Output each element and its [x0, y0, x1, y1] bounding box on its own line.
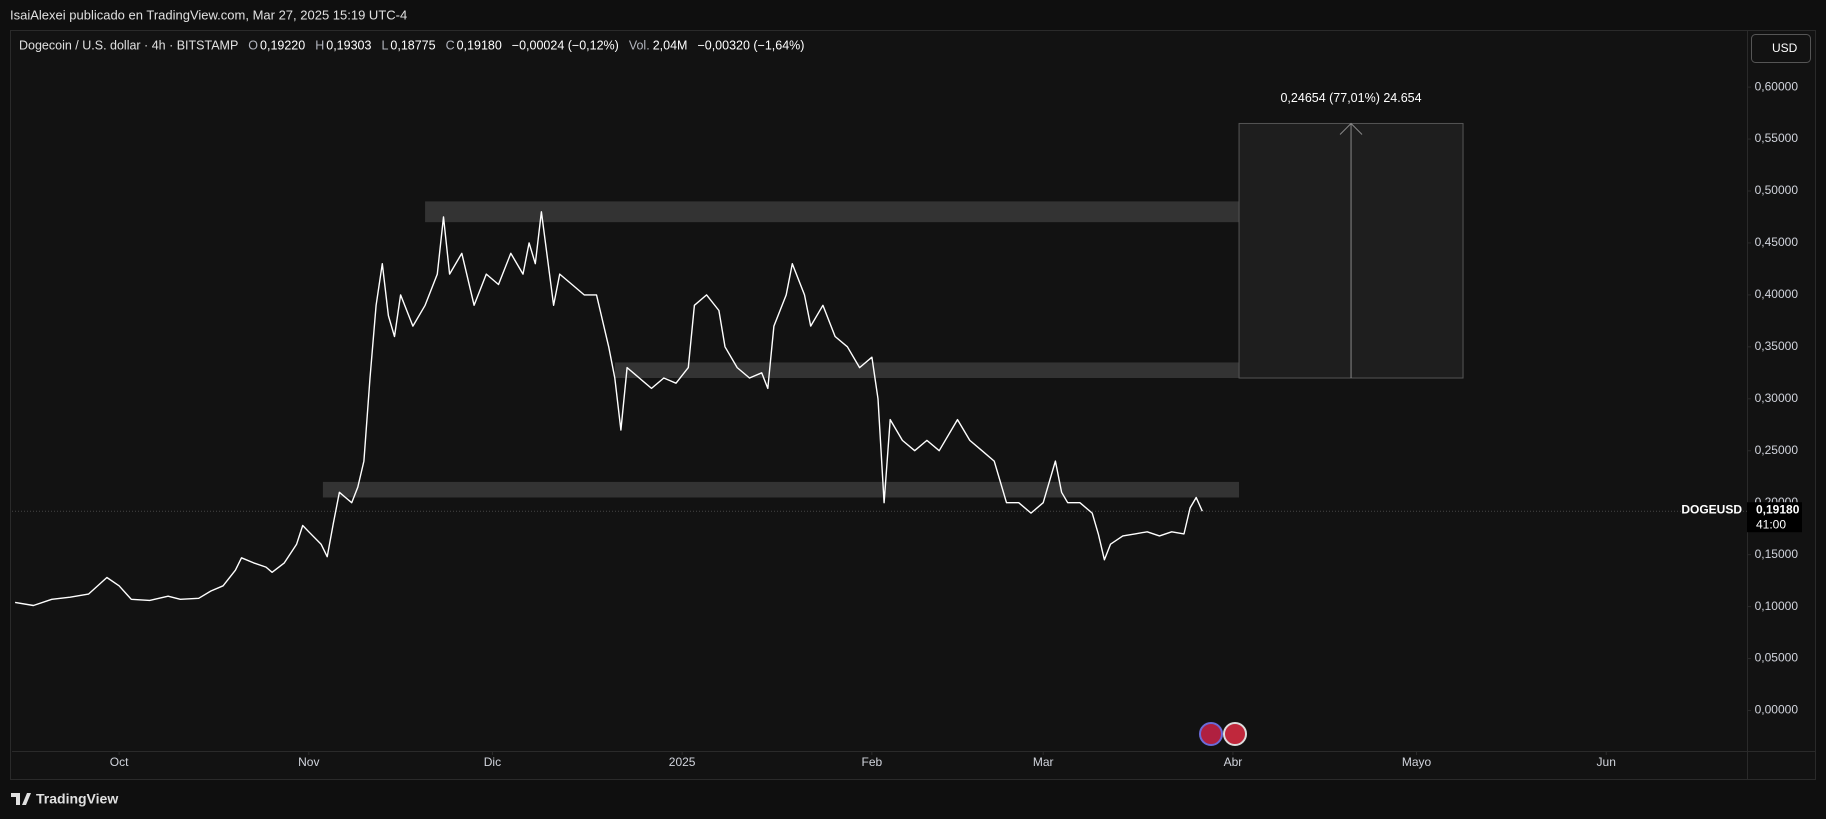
x-tick-label: Jun: [1597, 755, 1616, 769]
y-tick-label: 0,10000: [1755, 599, 1799, 613]
y-tick-label: 0,35000: [1755, 339, 1799, 353]
countdown: 41:00: [1756, 517, 1786, 531]
x-tick-label: 2025: [669, 755, 696, 769]
y-tick-label: 0,60000: [1755, 79, 1799, 93]
x-tick-label: Mar: [1033, 755, 1054, 769]
series-name: DOGEUSD: [1681, 502, 1742, 516]
y-tick-label: 0,25000: [1755, 443, 1799, 457]
zone: [614, 362, 1240, 379]
chart-frame: [10, 30, 1816, 780]
currency: USD: [1772, 41, 1798, 55]
zone: [322, 481, 1240, 498]
legend-text: −0,00024 (−0,12%): [512, 38, 619, 52]
y-tick-label: 0,05000: [1755, 651, 1799, 665]
event-icons: [1199, 722, 1247, 746]
y-tick-label: 0,40000: [1755, 287, 1799, 301]
legend-text: −0,00320 (−1,64%): [697, 38, 804, 52]
y-tick-label: 0,55000: [1755, 131, 1799, 145]
legend-text: Dogecoin / U.S. dollar · 4h · BITSTAMP: [19, 38, 238, 52]
legend-text: 2,04M: [653, 38, 688, 52]
legend: Dogecoin / U.S. dollar · 4h · BITSTAMP O 0…: [19, 38, 804, 52]
legend-text: 0,18775: [390, 38, 435, 52]
y-tick-label: 0,30000: [1755, 391, 1799, 405]
footer-brand: TradingView: [36, 791, 118, 807]
y-tick-label: 0,50000: [1755, 183, 1799, 197]
legend-text: C: [446, 38, 455, 52]
legend-text: 0,19220: [260, 38, 305, 52]
x-tick-label: Oct: [110, 755, 129, 769]
legend-text: H: [315, 38, 324, 52]
legend-text: 0,19303: [326, 38, 371, 52]
header-text: IsaiAlexei publicado en TradingView.com,…: [10, 7, 407, 22]
projection-arrowhead: [1339, 122, 1363, 135]
footer-logo: [11, 793, 31, 805]
last-price-tag: [1747, 502, 1802, 533]
plot: 0,000000,050000,100000,150000,200000,250…: [12, 31, 1815, 779]
currency-button[interactable]: [1751, 34, 1811, 63]
x-tick-label: Abr: [1224, 755, 1243, 769]
legend-text: 0,19180: [457, 38, 502, 52]
last-price-label: 0,19180: [1756, 502, 1800, 516]
y-tick-label: 0,00000: [1755, 703, 1799, 717]
projection-label: 0,24654 (77,01%) 24.654: [1280, 91, 1421, 105]
legend-text: L: [381, 38, 388, 52]
x-tick-label: Nov: [298, 755, 319, 769]
price-line: [14, 211, 1203, 607]
legend-text: O: [248, 38, 258, 52]
x-tick-label: Mayo: [1402, 755, 1432, 769]
y-tick-label: 0,45000: [1755, 235, 1799, 249]
zone: [425, 201, 1240, 223]
x-tick-label: Dic: [484, 755, 501, 769]
legend-text: Vol.: [629, 38, 650, 52]
y-tick-label: 0,15000: [1755, 547, 1799, 561]
x-tick-label: Feb: [862, 755, 883, 769]
